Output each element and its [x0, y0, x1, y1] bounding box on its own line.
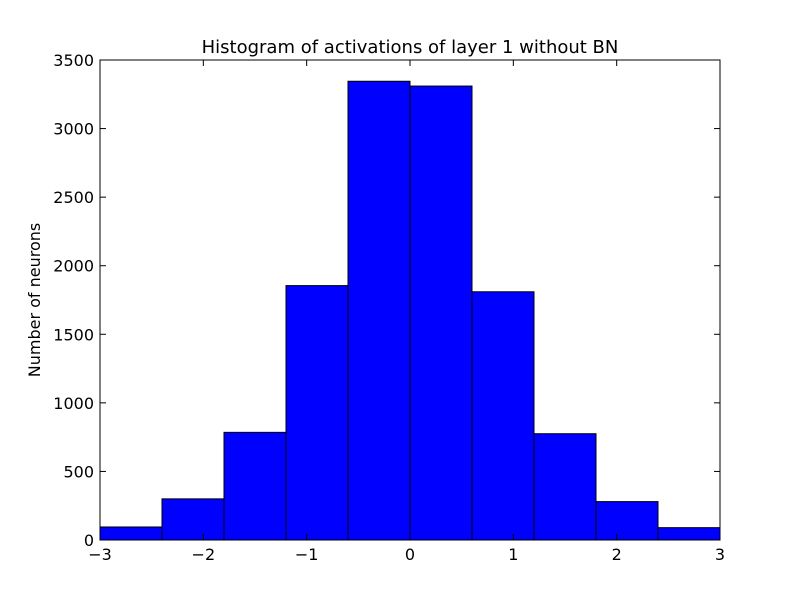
histogram-bar	[285, 285, 349, 541]
x-tick-label: −1	[295, 545, 319, 564]
y-tick-label: 2500	[53, 188, 94, 207]
x-tick-label: 2	[612, 545, 622, 564]
x-tick-label: −3	[88, 545, 112, 564]
y-tick-label: 3500	[53, 51, 94, 70]
chart-title: Histogram of activations of layer 1 with…	[202, 37, 619, 58]
bars-group	[99, 80, 721, 541]
x-tick-label: 1	[508, 545, 518, 564]
x-tick-label: 0	[405, 545, 415, 564]
x-tick-label: 3	[715, 545, 725, 564]
histogram-bar	[347, 80, 411, 541]
histogram-bar	[471, 291, 535, 541]
histogram-bar	[657, 527, 721, 541]
histogram-bar	[533, 433, 597, 541]
histogram-bar	[161, 498, 225, 541]
ticks-group: −3 −2 −1 0 1 2 3 0 500 1000 1500 2000 2500 3000 3500	[53, 51, 725, 564]
axes-frame	[99, 59, 721, 541]
histogram-bar	[409, 85, 473, 541]
y-tick-label: 2000	[53, 257, 94, 276]
y-tick-label: 1000	[53, 394, 94, 413]
histogram-bar	[99, 526, 163, 541]
y-axis-label: Number of neurons	[25, 223, 44, 377]
y-tick-label: 3000	[53, 120, 94, 139]
x-tick-label: −2	[192, 545, 216, 564]
histogram-bar	[223, 431, 287, 541]
y-tick-label: 1500	[53, 325, 94, 344]
y-tick-label: 500	[63, 462, 94, 481]
histogram-bar	[595, 501, 659, 541]
y-tick-label: 0	[84, 531, 94, 550]
